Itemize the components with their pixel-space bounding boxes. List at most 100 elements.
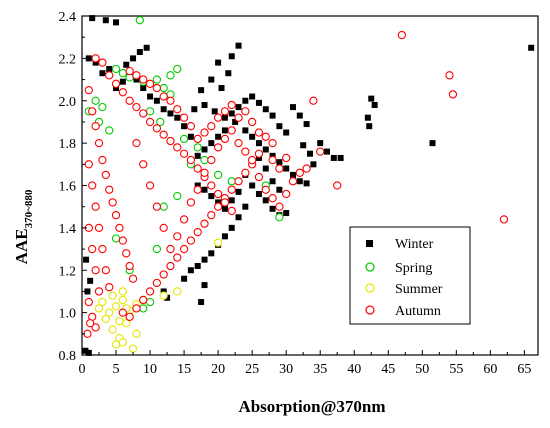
- data-point-spring: [118, 69, 127, 78]
- data-point-autumn: [186, 198, 196, 207]
- data-point-spring: [173, 191, 182, 201]
- data-point-winter: [208, 76, 215, 83]
- data-point-autumn: [159, 130, 168, 139]
- data-point-autumn: [132, 102, 141, 112]
- x-tick-label: 25: [245, 362, 259, 377]
- data-point-autumn: [207, 155, 216, 165]
- data-point-summer: [111, 302, 121, 311]
- x-tick-label: 20: [211, 362, 225, 377]
- data-point-winter: [215, 199, 222, 206]
- data-point-spring: [91, 96, 100, 105]
- data-point-autumn: [179, 113, 189, 122]
- data-point-autumn: [254, 149, 264, 158]
- data-point-spring: [166, 71, 175, 80]
- data-point-winter: [249, 93, 256, 100]
- data-point-winter: [255, 140, 262, 147]
- data-point-winter: [194, 182, 201, 189]
- data-point-winter: [208, 140, 215, 147]
- data-point-winter: [324, 148, 331, 155]
- data-point-winter: [221, 205, 228, 212]
- data-point-autumn: [86, 319, 95, 328]
- data-point-summer: [173, 287, 182, 296]
- data-point-winter: [242, 203, 249, 210]
- data-point-autumn: [234, 138, 243, 148]
- legend-autumn-marker: [365, 305, 375, 315]
- data-point-winter: [82, 347, 89, 354]
- data-point-autumn: [132, 71, 141, 80]
- data-point-autumn: [152, 278, 162, 288]
- y-tick-label: 1.0: [59, 307, 77, 322]
- data-point-winter: [255, 99, 262, 106]
- data-point-autumn: [247, 155, 257, 165]
- data-point-winter: [194, 263, 201, 270]
- data-point-autumn: [213, 189, 223, 199]
- data-point-winter: [337, 154, 344, 161]
- data-point-winter: [181, 123, 188, 130]
- data-point-winter: [296, 112, 303, 119]
- legend-autumn-label: Autumn: [395, 304, 441, 319]
- data-point-autumn: [88, 107, 97, 116]
- data-point-autumn: [94, 223, 104, 233]
- data-point-autumn: [282, 189, 291, 199]
- data-point-autumn: [101, 170, 110, 180]
- data-point-autumn: [166, 136, 175, 146]
- data-point-autumn: [166, 261, 175, 271]
- data-point-autumn: [125, 312, 134, 322]
- data-point-winter: [330, 154, 337, 161]
- data-point-winter: [198, 87, 205, 94]
- data-point-winter: [201, 282, 208, 289]
- data-point-winter: [307, 150, 313, 157]
- data-point-spring: [111, 234, 121, 243]
- data-point-autumn: [193, 185, 202, 194]
- data-point-autumn: [207, 211, 216, 220]
- series-summer: [94, 238, 223, 353]
- data-point-winter: [133, 76, 140, 83]
- data-point-autumn: [84, 86, 93, 95]
- data-point-autumn: [179, 215, 189, 224]
- data-point-autumn: [118, 236, 127, 245]
- data-point-winter: [269, 178, 276, 185]
- data-point-spring: [152, 75, 162, 84]
- data-point-autumn: [200, 128, 209, 137]
- data-point-summer: [94, 304, 104, 313]
- data-point-autumn: [139, 75, 148, 84]
- data-point-autumn: [88, 244, 97, 254]
- data-point-autumn: [122, 249, 131, 258]
- data-point-winter: [201, 256, 208, 263]
- data-point-winter: [283, 165, 290, 172]
- data-point-autumn: [268, 155, 277, 165]
- data-point-summer: [118, 295, 127, 305]
- x-tick-label: 65: [517, 362, 531, 377]
- data-point-winter: [83, 256, 90, 263]
- data-point-winter: [99, 70, 106, 77]
- data-point-winter: [208, 193, 215, 200]
- data-point-autumn: [132, 138, 141, 148]
- data-point-spring: [156, 117, 165, 127]
- data-point-winter: [289, 171, 296, 178]
- data-point-spring: [213, 170, 223, 180]
- data-point-autumn: [207, 122, 216, 131]
- data-point-winter: [201, 101, 208, 108]
- data-point-autumn: [88, 181, 97, 190]
- data-point-autumn: [105, 283, 114, 292]
- data-point-winter: [371, 101, 378, 108]
- data-point-winter: [317, 140, 324, 147]
- data-point-winter: [255, 190, 262, 197]
- data-point-winter: [276, 186, 283, 193]
- data-point-winter: [235, 214, 242, 221]
- data-point-autumn: [186, 155, 196, 165]
- y-tick-label: 2.2: [59, 52, 77, 67]
- data-point-autumn: [139, 295, 148, 305]
- data-point-winter: [167, 110, 174, 117]
- data-point-winter: [130, 55, 137, 62]
- data-point-autumn: [105, 185, 114, 194]
- data-point-summer: [108, 291, 117, 300]
- data-point-autumn: [98, 244, 107, 254]
- data-point-autumn: [111, 211, 121, 220]
- data-point-autumn: [125, 66, 134, 76]
- series-autumn: [83, 30, 509, 338]
- data-point-autumn: [200, 168, 209, 177]
- data-point-spring: [98, 102, 107, 112]
- data-point-winter: [225, 70, 232, 77]
- data-point-autumn: [268, 138, 277, 148]
